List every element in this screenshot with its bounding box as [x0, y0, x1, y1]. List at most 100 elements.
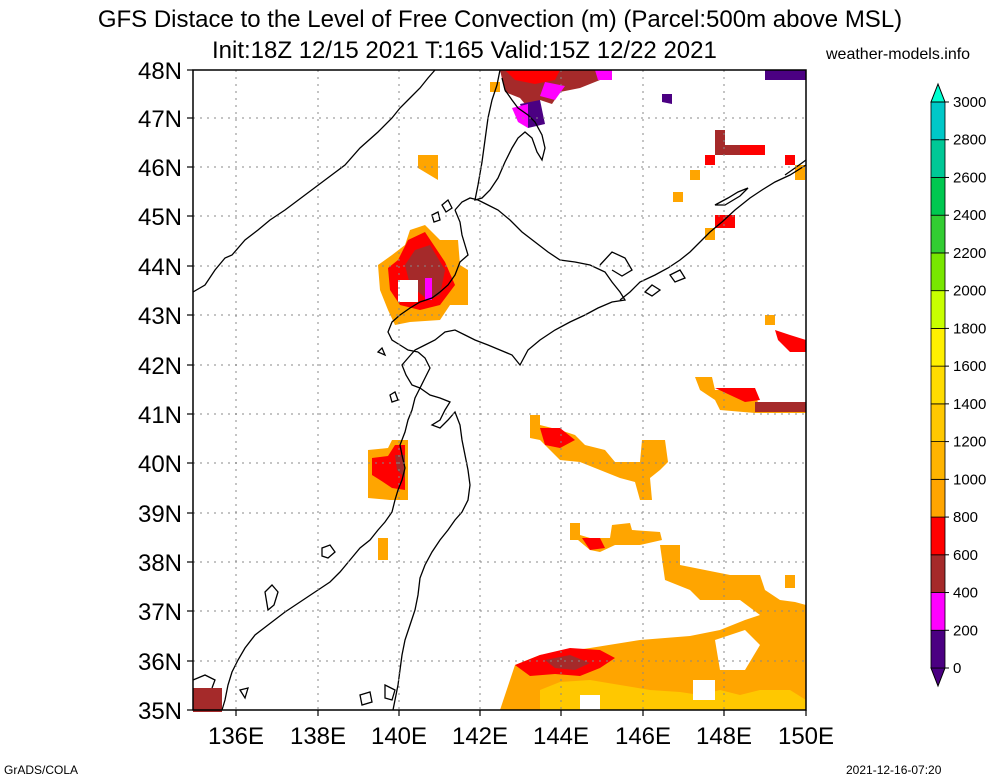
lat-label: 41N — [138, 402, 182, 429]
lfc-patch — [715, 215, 735, 228]
lfc-patch — [540, 82, 565, 100]
axis-ticks — [187, 69, 807, 716]
colorbar: 3000280026002400220020001800160014001200… — [930, 82, 986, 688]
lfc-patch — [398, 280, 418, 302]
colorbar-label: 200 — [953, 622, 978, 639]
lon-label: 138E — [290, 723, 346, 750]
lat-label: 45N — [138, 204, 182, 231]
lfc-patch — [715, 388, 760, 402]
lfc-patch — [662, 94, 672, 104]
colorbar-label: 2400 — [953, 207, 986, 224]
colorbar-swatch — [930, 101, 946, 141]
colorbar-min-arrow — [930, 667, 946, 688]
colorbar-label: 1800 — [953, 320, 986, 337]
colorbar-label: 1400 — [953, 396, 986, 413]
lfc-patch — [530, 415, 668, 500]
lon-label: 136E — [208, 723, 264, 750]
colorbar-label: 400 — [953, 585, 978, 602]
lfc-patch — [775, 330, 806, 352]
lat-label: 48N — [138, 58, 182, 85]
lfc-patch — [505, 70, 560, 84]
lfc-patch — [418, 155, 438, 180]
lfc-patch — [785, 155, 795, 165]
lat-label: 40N — [138, 451, 182, 478]
colorbar-label: 800 — [953, 509, 978, 526]
coastline — [192, 69, 807, 711]
lfc-patch — [540, 428, 575, 448]
colorbar-swatch — [930, 252, 946, 292]
software-credit: GrADS/COLA — [4, 763, 79, 777]
lat-label: 35N — [138, 698, 182, 725]
colorbar-swatch — [930, 214, 946, 254]
colorbar-label: 2800 — [953, 132, 986, 149]
colorbar-label: 1000 — [953, 471, 986, 488]
map-frame — [192, 69, 807, 711]
lon-label: 140E — [371, 723, 427, 750]
lfc-patch — [705, 155, 715, 165]
lfc-patch — [690, 170, 700, 180]
colorbar-swatch — [930, 629, 946, 669]
lon-label: 142E — [452, 723, 508, 750]
map-title: GFS Distace to the Level of Free Convect… — [97, 6, 903, 33]
lfc-patch — [595, 70, 612, 80]
lon-label: 144E — [533, 723, 589, 750]
lfc-patch — [193, 688, 222, 712]
generated-timestamp: 2021-12-16-07:20 — [846, 763, 942, 777]
lat-label: 36N — [138, 649, 182, 676]
colorbar-swatch — [930, 177, 946, 216]
lfc-patch — [378, 538, 388, 560]
lfc-patch — [755, 402, 806, 412]
lat-label: 38N — [138, 550, 182, 577]
site-credit: weather-models.info — [826, 46, 971, 63]
lfc-patch — [715, 630, 760, 670]
lat-label: 46N — [138, 155, 182, 182]
lat-label: 37N — [138, 599, 182, 626]
lat-label: 47N — [138, 106, 182, 133]
lfc-patch — [705, 228, 715, 240]
lfc-patch — [673, 192, 683, 202]
colorbar-swatch — [930, 478, 946, 518]
colorbar-label: 2600 — [953, 169, 986, 186]
lfc-patch — [512, 104, 528, 128]
colorbar-swatch — [930, 554, 946, 593]
lon-label: 146E — [615, 723, 671, 750]
colorbar-swatch — [930, 441, 946, 480]
lfc-patch — [540, 680, 806, 710]
colorbar-label: 1600 — [953, 358, 986, 375]
map-subtitle: Init:18Z 12/15 2021 T:165 Valid:15Z 12/2… — [212, 37, 717, 64]
lfc-patch — [765, 70, 806, 80]
colorbar-swatch — [930, 365, 946, 405]
lat-label: 42N — [138, 353, 182, 380]
lfc-patch — [580, 695, 600, 710]
lat-label: 44N — [138, 254, 182, 281]
graticule — [193, 70, 806, 710]
lfc-patch — [582, 538, 605, 550]
colorbar-label: 2000 — [953, 283, 986, 300]
colorbar-label: 0 — [953, 660, 961, 677]
lfc-patch — [693, 680, 715, 700]
lfc-patch — [500, 545, 806, 710]
lfc-patch — [765, 315, 775, 325]
lfc-patch — [545, 655, 590, 670]
colorbar-swatch — [930, 139, 946, 178]
colorbar-swatch — [930, 403, 946, 443]
lfc-patch — [395, 455, 405, 478]
lfc-patch — [570, 523, 662, 552]
lfc-shading — [193, 70, 806, 712]
colorbar-swatch — [930, 327, 946, 367]
colorbar-swatch — [930, 516, 946, 556]
lfc-patch — [785, 575, 795, 588]
lat-label: 39N — [138, 501, 182, 528]
colorbar-label: 3000 — [953, 94, 986, 111]
lfc-patch — [740, 145, 765, 155]
colorbar-swatch — [930, 290, 946, 329]
lfc-patch — [425, 278, 432, 300]
colorbar-max-arrow — [930, 82, 946, 103]
lon-label: 148E — [696, 723, 752, 750]
colorbar-label: 1200 — [953, 434, 986, 451]
colorbar-label: 2200 — [953, 245, 986, 262]
colorbar-swatch — [930, 592, 946, 631]
lfc-patch — [795, 165, 805, 180]
colorbar-label: 600 — [953, 547, 978, 564]
